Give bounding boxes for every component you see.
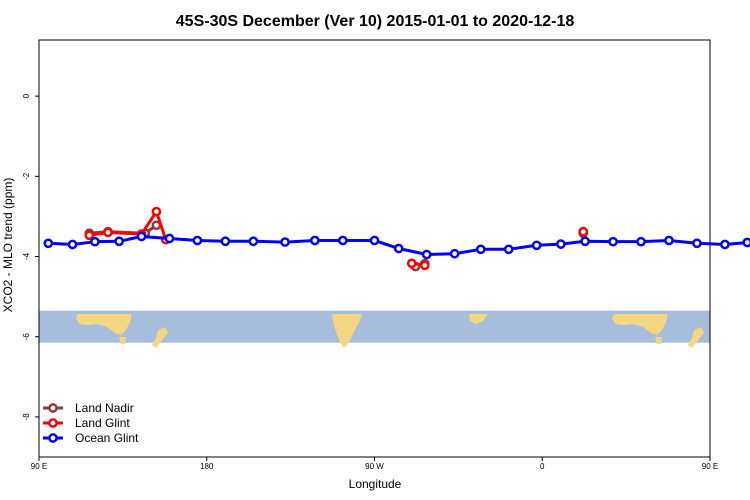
x-tick-label: 180 [200,462,214,471]
world-map-band [39,310,710,348]
map-landmass [76,314,132,335]
data-point [406,258,417,269]
data-point [692,238,702,249]
map-landmass [469,314,488,324]
data-point [578,226,589,237]
data-point [421,249,432,260]
legend-label: Land Glint [75,416,130,430]
data-point [151,206,162,217]
y-tick-label: -2 [22,172,31,180]
legend-label: Land Nadir [75,401,134,415]
legend-label: Ocean Glint [75,431,139,445]
series-ocean-glint [43,231,750,260]
map-landmass [688,327,704,348]
y-tick-label: -6 [22,333,31,341]
x-tick-label: 0 [540,462,545,471]
data-point [192,235,203,246]
data-point [475,244,486,255]
data-point [664,235,674,246]
legend-marker [48,433,58,443]
map-landmass [152,327,168,348]
y-axis-label: XCO2 - MLO trend (ppm) [1,178,15,313]
x-tick-label: 90 W [365,462,384,471]
data-point [636,236,646,247]
data-point [742,237,750,248]
data-point [248,236,259,247]
data-point [720,239,730,250]
map-landmass [332,314,362,348]
legend-marker [48,418,58,428]
x-axis-label: Longitude [349,477,402,491]
y-tick-label: -4 [22,252,31,260]
series-land-glint [84,206,589,271]
data-point [419,260,430,271]
data-point [43,238,54,249]
data-point [220,236,231,247]
y-tick-label: -8 [22,413,31,421]
data-point [337,235,348,246]
data-point [503,244,514,255]
map-landmass [119,337,126,344]
data-point [393,243,404,254]
plot-frame [38,39,711,458]
data-point [164,233,175,244]
data-point [369,235,380,246]
map-landmass [612,314,668,335]
x-tick-label: 90 E [702,462,718,471]
chart-title: 45S-30S December (Ver 10) 2015-01-01 to … [176,13,575,30]
data-point [103,227,113,238]
data-point [280,237,290,247]
data-point [608,236,618,247]
legend-marker [48,403,58,413]
data-point [114,236,124,247]
data-point [67,239,78,250]
data-point [136,231,147,242]
x-tick-label: 90 E [31,462,47,471]
data-point [449,248,460,259]
data-point [90,236,100,247]
map-ocean [39,310,710,343]
map-landmass [655,337,662,344]
data-point [531,240,542,251]
data-point [310,235,320,246]
data-point [84,230,95,241]
data-point [580,236,590,247]
y-tick-label: 0 [22,93,31,98]
series-layer [43,206,750,272]
data-point [556,239,566,249]
